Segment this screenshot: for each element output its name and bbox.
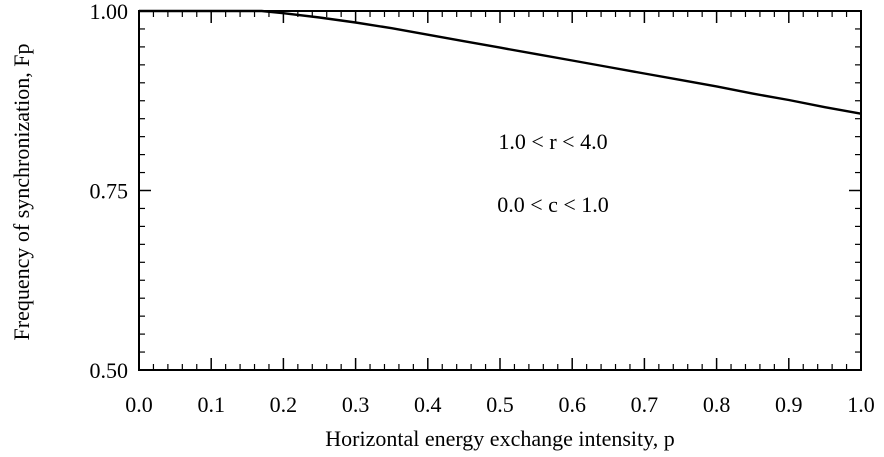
x-tick-label: 0.5 <box>486 392 514 417</box>
y-minor-ticks <box>139 28 861 353</box>
series-line <box>139 9 862 115</box>
x-major-ticks <box>138 11 862 370</box>
x-tick-label: 0.8 <box>703 392 731 417</box>
plot-frame <box>138 10 862 371</box>
x-tick-label: 0.7 <box>631 392 659 417</box>
x-tick-label: 0.1 <box>197 392 225 417</box>
x-tick-label: 0.0 <box>125 392 153 417</box>
x-tick-label: 0.3 <box>342 392 370 417</box>
x-tick-label: 0.4 <box>414 392 442 417</box>
y-tick-labels: 0.50 0.75 1.00 <box>90 0 129 383</box>
annotation-r-range: 1.0 < r < 4.0 <box>498 129 607 154</box>
x-minor-ticks <box>152 11 848 370</box>
x-axis-title: Horizontal energy exchange intensity, p <box>325 426 674 451</box>
x-tick-labels: 0.0 0.1 0.2 0.3 0.4 0.5 0.6 0.7 0.8 0.9 1.0 <box>125 392 875 417</box>
y-tick-label: 1.00 <box>90 0 129 24</box>
y-tick-label: 0.50 <box>90 358 129 383</box>
x-tick-label: 0.2 <box>270 392 298 417</box>
y-tick-label: 0.75 <box>90 179 129 204</box>
x-tick-label: 0.9 <box>775 392 803 417</box>
y-major-ticks <box>139 10 861 371</box>
x-tick-label: 1.0 <box>847 392 875 417</box>
x-tick-label: 0.6 <box>558 392 586 417</box>
y-axis-title: Frequency of synchronization, Fp <box>9 44 34 341</box>
annotation-c-range: 0.0 < c < 1.0 <box>497 192 609 217</box>
